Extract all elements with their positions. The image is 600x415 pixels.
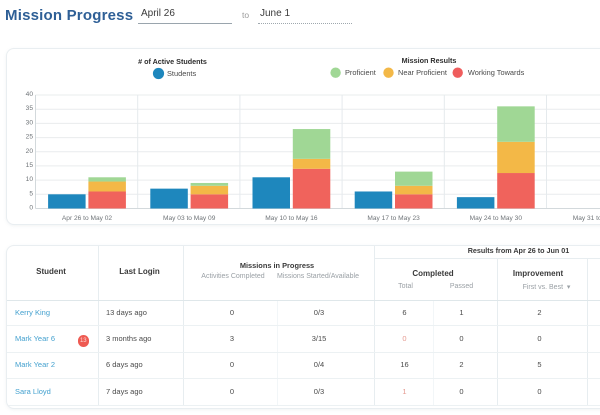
svg-text:May 31 to Jun 06: May 31 to Jun 06 bbox=[573, 215, 600, 222]
svg-text:35: 35 bbox=[26, 105, 34, 112]
svg-text:Mission Results: Mission Results bbox=[402, 56, 457, 65]
svg-text:10: 10 bbox=[26, 176, 34, 183]
svg-text:20: 20 bbox=[26, 147, 34, 154]
svg-text:15: 15 bbox=[26, 161, 34, 168]
svg-text:May 17 to May 23: May 17 to May 23 bbox=[367, 215, 420, 222]
svg-text:May 24 to May 30: May 24 to May 30 bbox=[470, 215, 523, 222]
svg-text:# of Active Students: # of Active Students bbox=[138, 57, 207, 66]
svg-text:25: 25 bbox=[26, 133, 34, 140]
svg-text:Near Proficient: Near Proficient bbox=[398, 68, 447, 77]
svg-text:40: 40 bbox=[26, 91, 34, 98]
svg-text:Apr 26 to May 02: Apr 26 to May 02 bbox=[62, 215, 113, 222]
svg-text:Students: Students bbox=[167, 69, 196, 78]
svg-text:Proficient: Proficient bbox=[345, 68, 376, 77]
svg-text:Working Towards: Working Towards bbox=[468, 68, 525, 77]
svg-text:30: 30 bbox=[26, 119, 34, 126]
svg-text:May 03 to May 09: May 03 to May 09 bbox=[163, 215, 216, 222]
svg-text:0: 0 bbox=[29, 204, 33, 211]
svg-text:5: 5 bbox=[29, 190, 33, 197]
svg-text:May 10 to May 16: May 10 to May 16 bbox=[265, 215, 318, 222]
